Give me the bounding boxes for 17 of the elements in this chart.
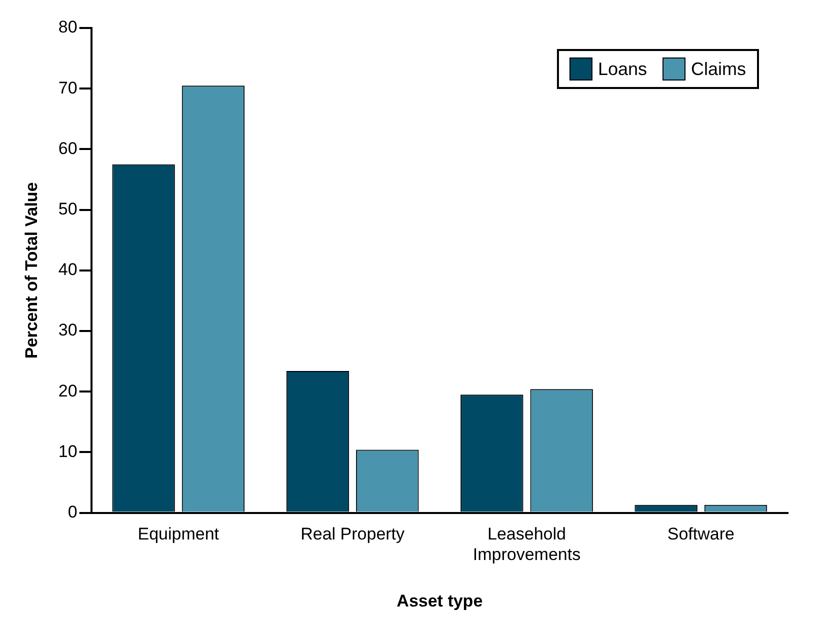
x-tick-label: Software xyxy=(667,524,734,544)
y-axis-title: Percent of Total Value xyxy=(22,182,41,359)
y-tick-label: 0 xyxy=(68,502,78,522)
y-tick-label: 30 xyxy=(58,320,78,340)
y-tick-label: 70 xyxy=(58,78,78,98)
y-tick-label: 50 xyxy=(58,199,78,218)
legend-label: Loans xyxy=(598,58,647,79)
y-tick-label: 40 xyxy=(58,260,78,280)
x-tick-label: Equipment xyxy=(138,524,220,544)
x-tick-label: Real Property xyxy=(300,524,406,544)
legend-label: Claims xyxy=(691,58,746,79)
y-tick-label: 80 xyxy=(58,18,78,37)
y-tick-label: 10 xyxy=(58,442,78,461)
y-tick-label: 60 xyxy=(58,138,78,158)
y-tick-label: 20 xyxy=(58,381,78,400)
x-tick-label: Leasehold Improvements xyxy=(472,524,581,564)
x-axis-title: Asset type xyxy=(396,591,483,610)
